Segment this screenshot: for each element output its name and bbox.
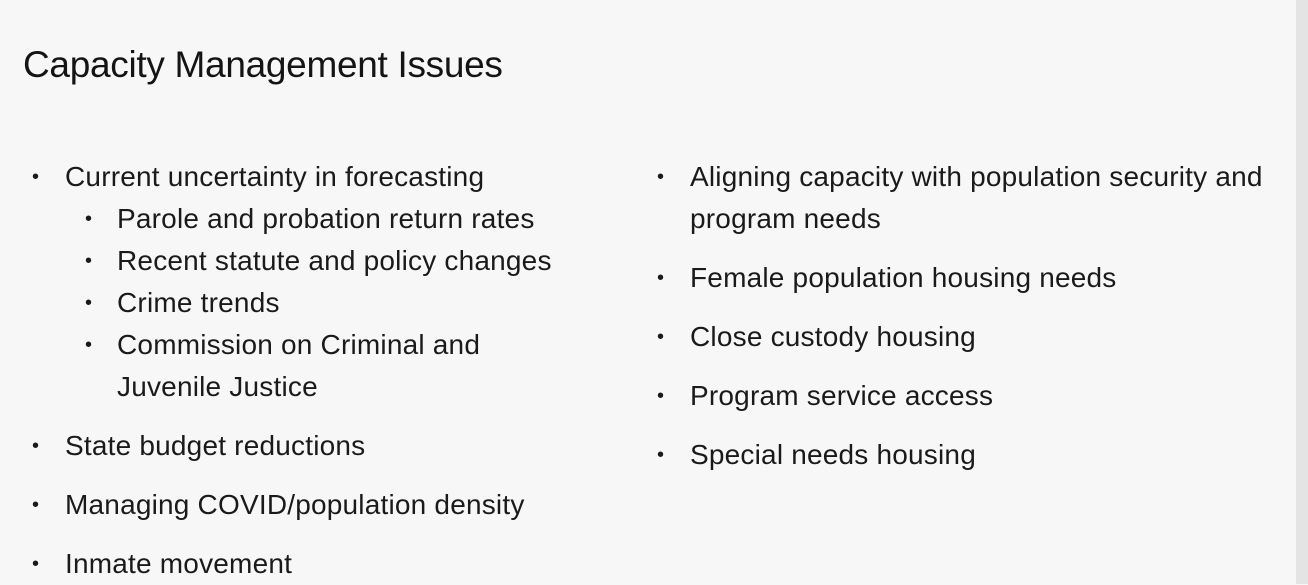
sub-list-item-label: Parole and probation return rates [117,203,535,234]
list-item-label: Managing COVID/population density [65,489,525,520]
bullet-icon: • [32,435,40,457]
bullet-icon: • [657,444,665,466]
list-item-label: Program service access [690,380,994,411]
list-item-inmate-movement: • Inmate movement [28,543,638,585]
bullet-icon: • [32,166,40,188]
sub-list-item: • Crime trends [65,282,638,324]
list-item-budget-reductions: • State budget reductions [28,425,638,467]
bullet-icon: • [657,385,665,407]
bullet-icon: • [657,166,665,188]
list-item-label: Female population housing needs [690,262,1117,293]
sub-list-item-label: Commission on Criminal and Juvenile Just… [117,329,481,402]
bullet-icon: • [85,292,93,314]
list-item-female-housing: • Female population housing needs [653,257,1293,299]
list-item-aligning-capacity: • Aligning capacity with population secu… [653,156,1293,240]
slide-title: Capacity Management Issues [23,44,503,85]
list-item-program-access: • Program service access [653,375,1293,417]
bullet-icon: • [32,553,40,575]
bullet-icon: • [657,326,665,348]
left-bullet-list: • Current uncertainty in forecasting • P… [28,156,638,585]
bullet-icon: • [32,494,40,516]
list-item-label: State budget reductions [65,430,366,461]
list-item-label: Current uncertainty in forecasting [65,161,485,192]
list-item-label: Aligning capacity with population securi… [690,161,1263,234]
list-item-close-custody: • Close custody housing [653,316,1293,358]
list-item-label: Close custody housing [690,321,976,352]
bullet-icon: • [85,250,93,272]
sub-list-item-label: Crime trends [117,287,280,318]
bullet-icon: • [85,334,93,356]
sub-bullet-list: • Parole and probation return rates • Re… [65,198,638,408]
list-item-label: Inmate movement [65,548,293,579]
list-item-forecasting-uncertainty: • Current uncertainty in forecasting • P… [28,156,638,408]
slide-edge [1296,0,1308,584]
list-item-label: Special needs housing [690,439,976,470]
sub-list-item-label: Recent statute and policy changes [117,245,552,276]
list-item-special-needs: • Special needs housing [653,434,1293,476]
sub-list-item: • Commission on Criminal and Juvenile Ju… [65,324,638,408]
right-bullet-list: • Aligning capacity with population secu… [653,156,1293,476]
sub-list-item: • Recent statute and policy changes [65,240,638,282]
bullet-icon: • [657,267,665,289]
sub-list-item: • Parole and probation return rates [65,198,638,240]
bullet-icon: • [85,208,93,230]
list-item-covid-density: • Managing COVID/population density [28,484,638,526]
